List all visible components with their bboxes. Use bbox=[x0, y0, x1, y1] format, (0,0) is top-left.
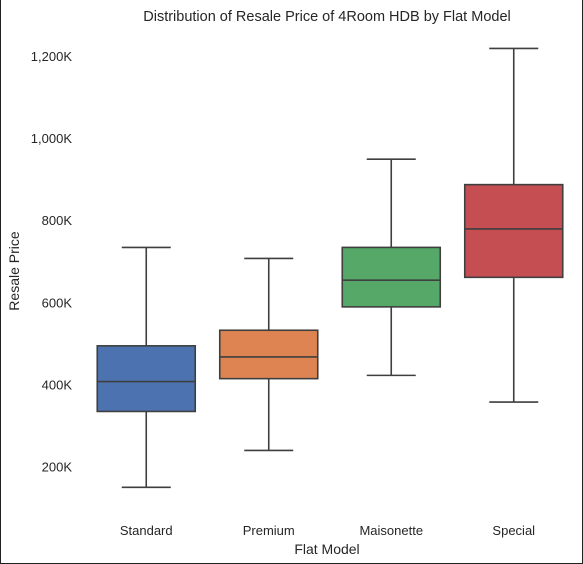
box-group bbox=[463, 47, 564, 403]
x-tick-label: Special bbox=[492, 523, 535, 538]
y-tick-label: 1,000K bbox=[31, 131, 73, 146]
box-group bbox=[218, 257, 319, 452]
box-group bbox=[96, 246, 197, 489]
box-iqr bbox=[463, 183, 564, 279]
y-tick-label: 400K bbox=[42, 377, 73, 392]
box-iqr bbox=[218, 329, 319, 380]
boxes bbox=[96, 47, 564, 489]
y-tick-label: 800K bbox=[42, 213, 73, 228]
x-tick-label: Maisonette bbox=[359, 523, 423, 538]
box-iqr bbox=[341, 246, 442, 308]
y-tick-label: 200K bbox=[42, 459, 73, 474]
y-axis-ticks: 200K 400K 600K 800K 1,000K 1,200K bbox=[31, 49, 73, 474]
box-group bbox=[341, 158, 442, 377]
x-tick-label: Standard bbox=[120, 523, 173, 538]
box-iqr bbox=[96, 345, 197, 413]
chart-title: Distribution of Resale Price of 4Room HD… bbox=[143, 9, 510, 25]
x-axis-label: Flat Model bbox=[294, 541, 359, 557]
y-axis-label: Resale Price bbox=[6, 231, 22, 311]
x-axis-ticks: Standard Premium Maisonette Special bbox=[120, 523, 535, 538]
x-tick-label: Premium bbox=[243, 523, 295, 538]
y-tick-label: 600K bbox=[42, 295, 73, 310]
y-tick-label: 1,200K bbox=[31, 49, 73, 64]
